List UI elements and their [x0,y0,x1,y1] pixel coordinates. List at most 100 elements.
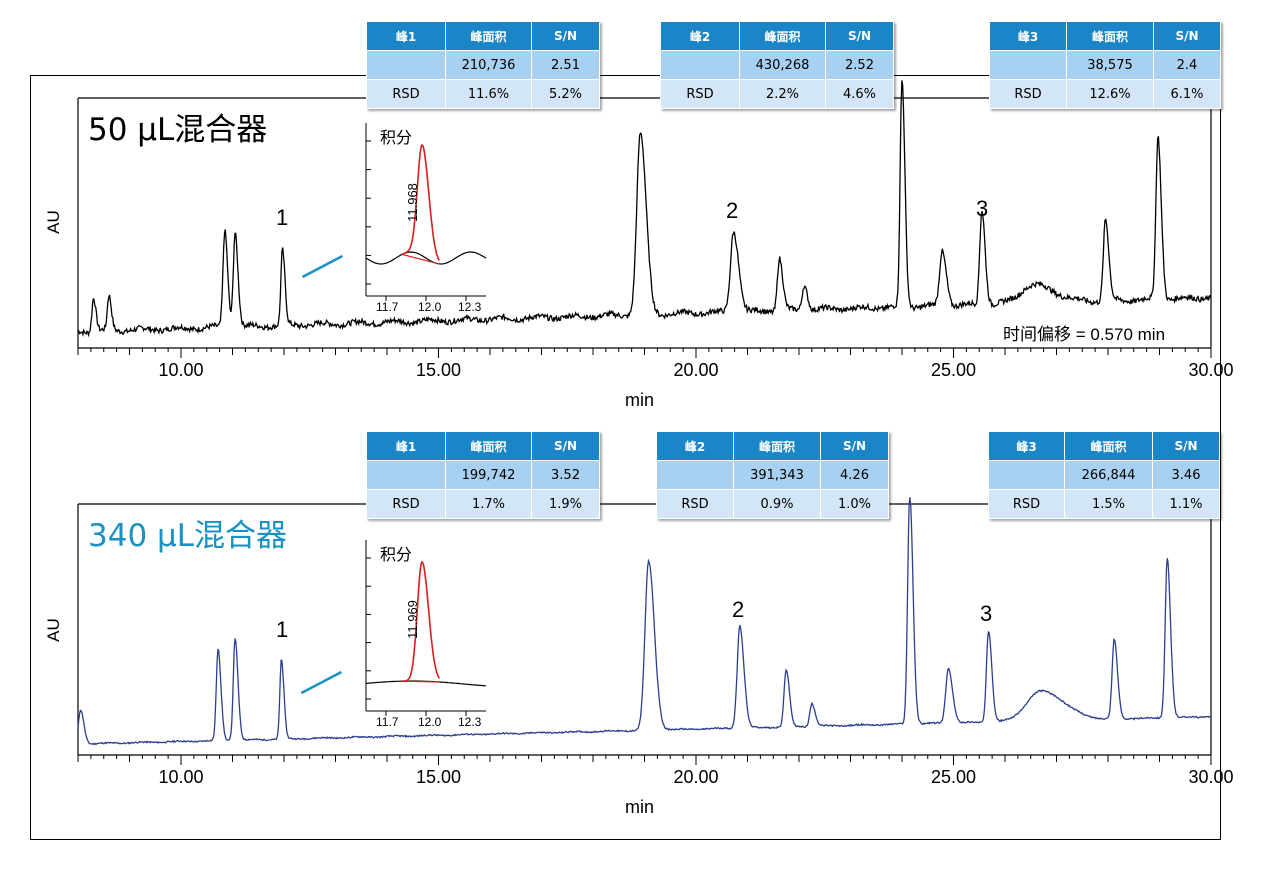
chromatogram-trace [77,80,1212,338]
table-cell: 2.2% [739,79,826,109]
table-header: 峰2 [660,21,740,51]
table-cell [366,50,446,80]
table-cell: 6.1% [1153,79,1221,109]
peak-table-2-50ul: 峰2 峰面积 S/N 430,268 2.52 RSD 2.2% 4.6% [660,21,894,109]
table-header: 峰面积 [1066,21,1154,51]
table-cell: 1.9% [531,489,600,519]
inset-tick-label-340ul: 11.7 [376,715,399,729]
table-cell: RSD [366,79,446,109]
table-cell: 2.4 [1153,50,1221,80]
peak-table-1-340ul: 峰1 峰面积 S/N 199,742 3.52 RSD 1.7% 1.9% [366,431,600,519]
table-header: S/N [1153,21,1221,51]
time-offset-annotation: 时间偏移 = 0.570 min [1003,325,1166,344]
table-header: 峰面积 [445,431,532,461]
peak-label-1-50ul: 1 [276,205,289,230]
table-header: S/N [531,21,600,51]
table-cell: 430,268 [739,50,826,80]
table-header: 峰面积 [739,21,826,51]
peak-table-2-340ul: 峰2 峰面积 S/N 391,343 4.26 RSD 0.9% 1.0% [656,431,889,519]
table-cell [989,50,1067,80]
table-cell: 2.52 [825,50,894,80]
table-cell [656,460,734,490]
figure-frame [30,75,1221,840]
table-cell: 266,844 [1064,460,1153,490]
table-cell: RSD [656,489,734,519]
inset-pointer-line [300,670,343,695]
table-cell [988,460,1065,490]
table-cell: 2.51 [531,50,600,80]
peak-label-3-340ul: 3 [980,601,993,626]
table-cell: 1.7% [445,489,532,519]
table-header: 峰3 [988,431,1065,461]
table-header: 峰面积 [1064,431,1153,461]
x-tick-label: 25.00 [931,767,976,787]
peak-label-1-340ul: 1 [276,617,289,642]
x-tick-label: 30.00 [1188,360,1233,380]
table-cell: RSD [366,489,446,519]
inset-pointer-line [301,254,344,279]
table-cell: 1.5% [1064,489,1153,519]
table-cell: 391,343 [733,460,821,490]
table-header: 峰3 [989,21,1067,51]
table-cell: 0.9% [733,489,821,519]
inset-integrated-peak [401,143,441,261]
x-tick-label: 20.00 [673,360,718,380]
table-cell: 38,575 [1066,50,1154,80]
inset-tick-label-340ul: 12.0 [418,715,442,729]
x-tick-label: 30.00 [1188,767,1233,787]
chromatogram-50ul: 10.00 15.00 20.00 25.00 30.00 [77,80,1234,380]
peak-table-3-340ul: 峰3 峰面积 S/N 266,844 3.46 RSD 1.5% 1.1% [988,431,1220,519]
x-axis-label-340ul: min [625,797,655,817]
table-header: S/N [825,21,894,51]
inset-background [366,123,486,296]
x-tick-label: 15.00 [416,360,461,380]
table-header: S/N [1152,431,1220,461]
inset-integration-baseline [401,253,440,265]
table-cell: 1.1% [1152,489,1220,519]
peak-table-1-50ul: 峰1 峰面积 S/N 210,736 2.51 RSD 11.6% 5.2% [366,21,600,109]
panel-title-50ul: 50 μL混合器 [88,112,268,148]
inset-background [366,540,486,711]
inset-title-340ul: 积分 [380,545,413,564]
x-tick-label: 15.00 [416,767,461,787]
inset-integrated-peak [402,560,440,682]
table-cell: 210,736 [445,50,532,80]
table-header: 峰1 [366,21,446,51]
x-tick-label: 25.00 [931,360,976,380]
table-cell: 4.26 [820,460,889,490]
peak-label-3-50ul: 3 [976,196,989,221]
table-cell: 3.52 [531,460,600,490]
panel-title-340ul: 340 μL混合器 [88,518,288,554]
inset-title-50ul: 积分 [380,128,413,147]
table-header: 峰1 [366,431,446,461]
y-axis-label-340ul: AU [43,618,63,642]
table-cell: RSD [989,79,1067,109]
x-tick-label: 20.00 [673,767,718,787]
peak-label-2-340ul: 2 [732,597,745,622]
table-cell: RSD [660,79,740,109]
x-axis-label-50ul: min [625,390,655,410]
inset-tick-label-50ul: 12.3 [458,300,482,314]
x-tick-label: 10.00 [158,360,203,380]
inset-baseline [365,251,487,265]
table-cell: 5.2% [531,79,600,109]
peak-label-2-50ul: 2 [726,198,739,223]
peak-table-3-50ul: 峰3 峰面积 S/N 38,575 2.4 RSD 12.6% 6.1% [989,21,1221,109]
table-cell [660,50,740,80]
chromatogram-trace [77,497,1212,746]
table-cell: 4.6% [825,79,894,109]
inset-peak-label-50ul: 11.968 [404,183,420,222]
table-cell [366,460,446,490]
inset-tick-label-50ul: 11.7 [376,300,399,314]
table-cell: 3.46 [1152,460,1220,490]
x-tick-label: 10.00 [158,767,203,787]
table-header: 峰面积 [445,21,532,51]
inset-tick-label-340ul: 12.3 [458,715,482,729]
table-header: S/N [820,431,889,461]
inset-peak-label-340ul: 11.969 [404,600,420,639]
table-header: 峰2 [656,431,734,461]
inset-tick-label-50ul: 12.0 [418,300,442,314]
table-cell: 1.0% [820,489,889,519]
table-header: S/N [531,431,600,461]
y-axis-label-50ul: AU [43,210,63,234]
